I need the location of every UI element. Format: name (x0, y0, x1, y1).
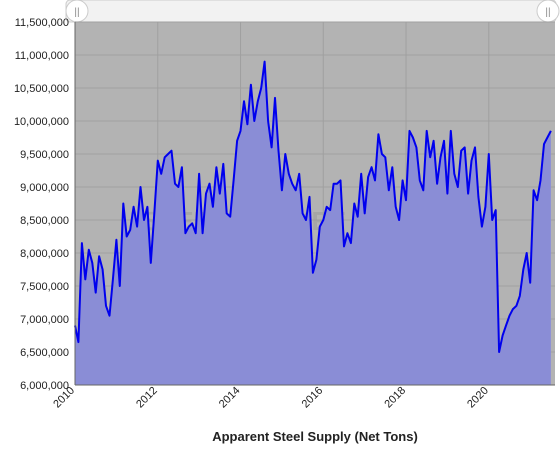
chart-title: Apparent Steel Supply (Net Tons) (212, 429, 418, 444)
y-tick-label: 6,500,000 (20, 347, 69, 359)
handle-grip: || (545, 7, 550, 18)
y-tick-label: 7,500,000 (20, 281, 69, 293)
line (74, 60, 552, 353)
area (75, 61, 551, 385)
range-slider[interactable] (65, 0, 557, 23)
y-tick-label: 8,000,000 (20, 248, 69, 260)
y-tick-label: 7,000,000 (20, 314, 69, 326)
y-tick-label: 9,000,000 (20, 182, 69, 194)
x-tick-label: 2012 (134, 385, 160, 411)
y-tick-label: 9,500,000 (20, 149, 69, 161)
y-tick-label: 11,000,000 (15, 50, 69, 62)
y-tick-label: 11,500,000 (15, 17, 69, 29)
x-tick-label: 2018 (382, 385, 408, 411)
y-tick-label: 6,000,000 (20, 380, 69, 392)
x-tick-label: 2016 (300, 385, 326, 411)
x-tick-label: 2014 (217, 385, 243, 411)
x-tick-label: 2020 (465, 385, 491, 411)
handle-grip: || (74, 7, 79, 18)
y-tick-label: 8,500,000 (20, 215, 69, 227)
y-tick-label: 10,000,000 (14, 116, 69, 128)
y-tick-label: 10,500,000 (14, 83, 69, 95)
